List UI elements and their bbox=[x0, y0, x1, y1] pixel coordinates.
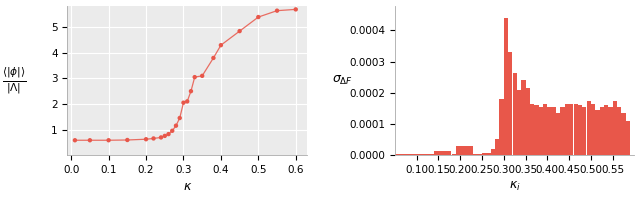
Bar bbox=[482, 153, 486, 155]
Bar bbox=[543, 104, 547, 155]
Point bbox=[234, 29, 244, 33]
Bar bbox=[626, 121, 630, 155]
Bar bbox=[438, 151, 443, 155]
Y-axis label: $\sigma_{\Delta F}$: $\sigma_{\Delta F}$ bbox=[332, 74, 353, 87]
Point bbox=[148, 137, 159, 140]
Bar bbox=[434, 151, 438, 155]
Point bbox=[197, 74, 207, 77]
Bar bbox=[474, 154, 477, 155]
Point bbox=[253, 16, 264, 19]
Point bbox=[163, 133, 173, 136]
Point bbox=[171, 124, 181, 127]
Point bbox=[84, 139, 95, 142]
Bar bbox=[486, 153, 491, 155]
Bar bbox=[587, 100, 591, 155]
Point bbox=[122, 138, 132, 141]
Bar bbox=[565, 104, 569, 155]
Point bbox=[216, 44, 226, 47]
Point bbox=[182, 100, 193, 103]
Bar bbox=[395, 154, 399, 155]
Bar bbox=[456, 146, 460, 155]
Point bbox=[167, 129, 177, 132]
Bar bbox=[460, 146, 465, 155]
Bar bbox=[499, 99, 504, 155]
X-axis label: $\kappa$: $\kappa$ bbox=[182, 180, 192, 193]
Bar bbox=[561, 107, 564, 155]
Bar bbox=[513, 72, 517, 155]
Bar bbox=[539, 107, 543, 155]
Bar bbox=[469, 146, 473, 155]
Point bbox=[272, 9, 282, 12]
Bar bbox=[465, 146, 469, 155]
Bar bbox=[477, 154, 482, 155]
Bar bbox=[621, 113, 626, 155]
Bar bbox=[573, 104, 578, 155]
Point bbox=[208, 56, 218, 60]
Bar bbox=[430, 154, 434, 155]
Point bbox=[175, 116, 185, 120]
Point bbox=[189, 76, 200, 79]
Bar bbox=[578, 105, 582, 155]
Bar bbox=[517, 90, 521, 155]
Bar bbox=[609, 107, 612, 155]
Bar bbox=[491, 149, 495, 155]
Bar bbox=[399, 154, 404, 155]
Bar bbox=[421, 154, 426, 155]
Bar bbox=[552, 107, 556, 155]
Point bbox=[159, 134, 170, 138]
Point bbox=[156, 136, 166, 139]
Bar bbox=[617, 107, 621, 155]
Bar bbox=[417, 154, 421, 155]
Point bbox=[186, 90, 196, 93]
Bar bbox=[447, 151, 451, 155]
Bar bbox=[569, 104, 573, 155]
Bar bbox=[443, 151, 447, 155]
Bar bbox=[534, 105, 539, 155]
Point bbox=[70, 139, 80, 142]
Bar bbox=[556, 113, 561, 155]
Bar bbox=[521, 80, 525, 155]
Point bbox=[104, 139, 114, 142]
Point bbox=[179, 101, 189, 104]
Point bbox=[291, 8, 301, 11]
Point bbox=[141, 138, 151, 141]
Bar bbox=[404, 154, 408, 155]
Bar bbox=[582, 107, 586, 155]
Bar bbox=[612, 100, 617, 155]
X-axis label: $\kappa_i$: $\kappa_i$ bbox=[509, 180, 520, 193]
Bar bbox=[591, 104, 595, 155]
Bar bbox=[604, 105, 608, 155]
Bar bbox=[600, 107, 604, 155]
Bar bbox=[495, 139, 499, 155]
Bar bbox=[547, 107, 552, 155]
Bar bbox=[530, 104, 534, 155]
Bar bbox=[408, 154, 412, 155]
Bar bbox=[504, 18, 508, 155]
Bar bbox=[426, 154, 429, 155]
Bar bbox=[525, 88, 530, 155]
Bar bbox=[508, 52, 513, 155]
Bar bbox=[452, 154, 456, 155]
Y-axis label: $\frac{\langle|\phi|\rangle}{|\Lambda|}$: $\frac{\langle|\phi|\rangle}{|\Lambda|}$ bbox=[3, 65, 27, 96]
Bar bbox=[595, 110, 600, 155]
Bar bbox=[412, 154, 417, 155]
